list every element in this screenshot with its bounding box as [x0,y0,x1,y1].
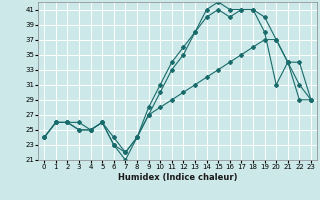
X-axis label: Humidex (Indice chaleur): Humidex (Indice chaleur) [118,173,237,182]
